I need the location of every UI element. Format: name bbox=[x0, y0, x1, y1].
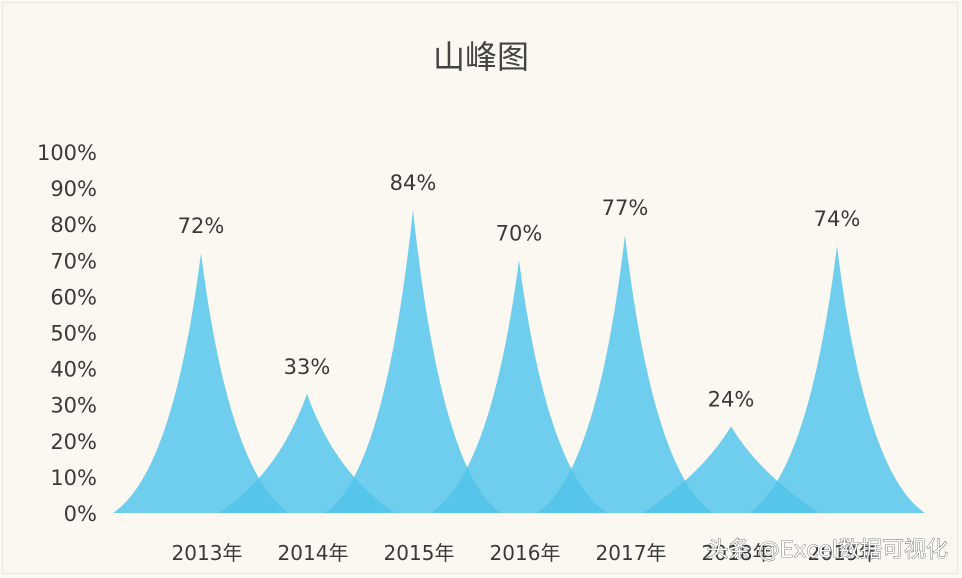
y-tick-label: 70% bbox=[50, 249, 97, 273]
peak-4 bbox=[431, 260, 607, 513]
y-tick-label: 60% bbox=[50, 285, 97, 309]
x-tick-label: 2014年 bbox=[278, 541, 349, 565]
y-tick-label: 100% bbox=[37, 141, 97, 165]
y-tick-label: 0% bbox=[64, 502, 97, 526]
peaks bbox=[113, 209, 925, 514]
data-label: 70% bbox=[496, 221, 543, 245]
y-tick-label: 40% bbox=[50, 358, 97, 382]
y-tick-label: 50% bbox=[50, 322, 97, 346]
x-tick-label: 2016年 bbox=[490, 541, 561, 565]
data-label: 77% bbox=[602, 196, 649, 220]
x-tick-label: 2019年 bbox=[808, 541, 879, 565]
data-label: 72% bbox=[178, 214, 225, 238]
y-axis: 0% 10% 20% 30% 40% 50% 60% 70% 80% 90% 100% bbox=[37, 141, 97, 526]
x-tick-label: 2017年 bbox=[596, 541, 667, 565]
x-tick-label: 2018年 bbox=[702, 541, 773, 565]
data-label: 24% bbox=[708, 387, 755, 411]
y-tick-label: 90% bbox=[50, 177, 97, 201]
peak-1 bbox=[113, 253, 289, 513]
data-label: 33% bbox=[284, 355, 331, 379]
x-axis: 2013年 2014年 2015年 2016年 2017年 2018年 2019年 bbox=[172, 541, 879, 565]
y-tick-label: 80% bbox=[50, 213, 97, 237]
peak-7 bbox=[749, 245, 925, 514]
y-tick-label: 20% bbox=[50, 430, 97, 454]
data-labels: 72% 33% 84% 70% 77% 24% 74% bbox=[178, 171, 861, 412]
peak-5 bbox=[537, 235, 713, 513]
data-label: 84% bbox=[390, 171, 437, 195]
y-tick-label: 30% bbox=[50, 394, 97, 418]
watermark: 头条 @Excel数据可视化 bbox=[707, 538, 948, 563]
y-tick-label: 10% bbox=[50, 466, 97, 490]
data-label: 74% bbox=[814, 207, 861, 231]
x-tick-label: 2013年 bbox=[172, 541, 243, 565]
peak-3 bbox=[325, 209, 501, 513]
x-tick-label: 2015年 bbox=[384, 541, 455, 565]
chart-title: 山峰图 bbox=[433, 38, 529, 76]
